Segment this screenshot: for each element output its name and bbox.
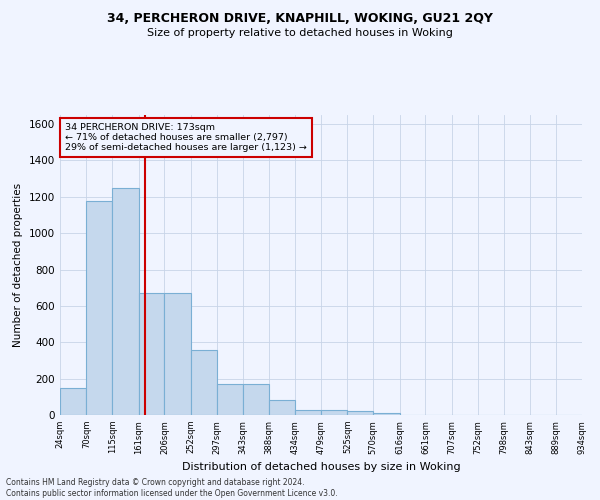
Y-axis label: Number of detached properties: Number of detached properties [13, 183, 23, 347]
X-axis label: Distribution of detached houses by size in Woking: Distribution of detached houses by size … [182, 462, 460, 472]
Bar [321, 410, 347, 415]
Bar [112, 188, 139, 415]
Bar [217, 384, 243, 415]
Text: 34 PERCHERON DRIVE: 173sqm
← 71% of detached houses are smaller (2,797)
29% of s: 34 PERCHERON DRIVE: 173sqm ← 71% of deta… [65, 122, 307, 152]
Bar [191, 350, 217, 415]
Bar [295, 410, 321, 415]
Text: Size of property relative to detached houses in Woking: Size of property relative to detached ho… [147, 28, 453, 38]
Bar [269, 400, 295, 415]
Bar [86, 202, 112, 415]
Bar [164, 293, 191, 415]
Text: Contains HM Land Registry data © Crown copyright and database right 2024.
Contai: Contains HM Land Registry data © Crown c… [6, 478, 338, 498]
Bar [243, 384, 269, 415]
Bar [60, 388, 86, 415]
Bar [373, 413, 400, 415]
Bar [139, 293, 164, 415]
Bar [347, 412, 373, 415]
Text: 34, PERCHERON DRIVE, KNAPHILL, WOKING, GU21 2QY: 34, PERCHERON DRIVE, KNAPHILL, WOKING, G… [107, 12, 493, 26]
